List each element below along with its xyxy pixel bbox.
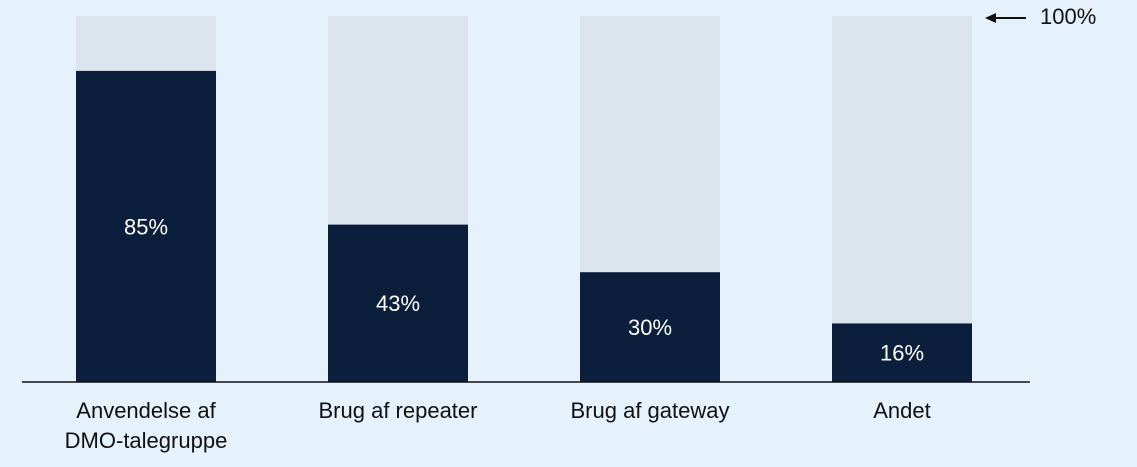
- bar: [328, 224, 468, 382]
- category-label: Anvendelse af DMO-talegruppe: [64, 398, 228, 453]
- bar: [832, 323, 972, 382]
- value-label: 30%: [628, 315, 672, 340]
- annotation: 100%: [1040, 4, 1096, 29]
- bar: [76, 70, 216, 383]
- bar: [580, 272, 720, 382]
- value-label: 85%: [124, 214, 168, 239]
- value-label: 43%: [376, 291, 420, 316]
- bar-track: [832, 16, 972, 382]
- value-label: 16%: [880, 341, 924, 366]
- annotation-arrowhead: [985, 13, 996, 23]
- category-label: Brug af gateway: [570, 398, 730, 423]
- category-label: Brug af repeater: [318, 398, 478, 423]
- category-label: Andet: [873, 398, 931, 423]
